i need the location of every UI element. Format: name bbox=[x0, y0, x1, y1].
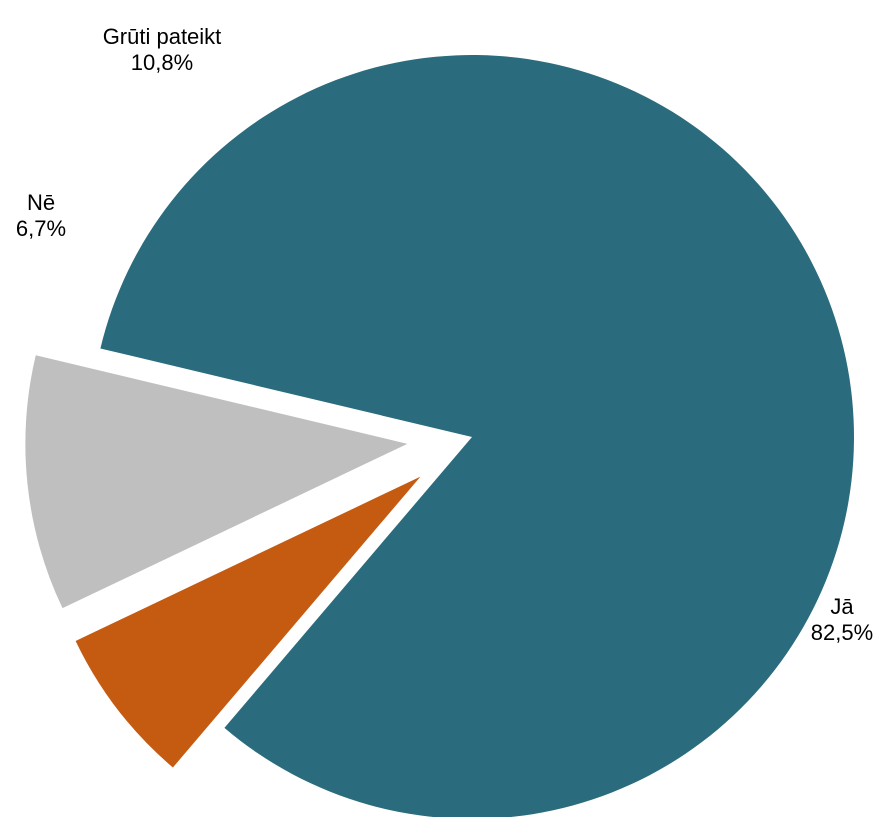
slice-label-gruti: Grūti pateikt 10,8% bbox=[82, 24, 242, 76]
slice-value-ne: 6,7% bbox=[15, 216, 67, 241]
slice-name-ne: Nē bbox=[26, 190, 56, 215]
slice-value-ja: 82,5% bbox=[810, 620, 874, 645]
slice-label-ne: Nē 6,7% bbox=[6, 190, 76, 242]
slice-value-gruti: 10,8% bbox=[130, 50, 194, 75]
slice-name-gruti: Grūti pateikt bbox=[102, 24, 222, 49]
slice-gruti bbox=[25, 355, 408, 609]
slice-name-ja: Jā bbox=[830, 594, 854, 619]
slice-label-ja: Jā 82,5% bbox=[800, 594, 884, 646]
slice-ne bbox=[75, 476, 421, 768]
slice-ja bbox=[100, 55, 854, 817]
